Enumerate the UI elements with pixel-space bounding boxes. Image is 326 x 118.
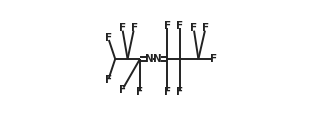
Text: F: F	[176, 21, 183, 31]
Text: F: F	[190, 23, 197, 33]
Text: N: N	[145, 54, 154, 64]
Text: F: F	[164, 21, 171, 31]
Text: F: F	[164, 87, 171, 97]
Text: F: F	[130, 23, 138, 33]
Text: N: N	[153, 54, 162, 64]
Text: F: F	[202, 23, 209, 33]
Text: F: F	[105, 75, 112, 85]
Text: F: F	[176, 87, 183, 97]
Text: F: F	[210, 54, 217, 64]
Text: F: F	[119, 85, 126, 95]
Text: F: F	[136, 87, 143, 97]
Text: F: F	[105, 33, 112, 43]
Text: F: F	[119, 23, 126, 33]
